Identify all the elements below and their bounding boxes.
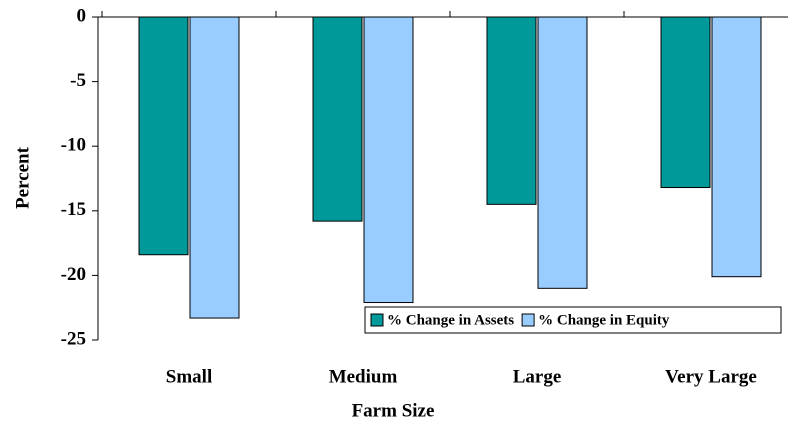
legend-swatch: [370, 313, 384, 327]
bar: [660, 16, 711, 189]
y-tick-label: 0: [77, 5, 87, 26]
legend-label: % Change in Assets: [387, 312, 514, 328]
bar: [363, 16, 414, 304]
bar: [138, 16, 189, 256]
x-axis-title: Farm Size: [352, 400, 435, 421]
y-tick-label: -20: [61, 264, 86, 285]
y-axis-title: Percent: [12, 146, 33, 209]
bar: [537, 16, 588, 289]
legend-box: [364, 306, 782, 334]
x-tick-label: Large: [513, 366, 562, 387]
y-tick-label: -15: [61, 199, 86, 220]
y-tick-label: -10: [61, 135, 86, 156]
bar: [486, 16, 537, 205]
legend-label: % Change in Equity: [538, 312, 670, 328]
bar: [711, 16, 762, 278]
y-tick-label: -5: [70, 70, 86, 91]
bar: [189, 16, 240, 319]
x-tick-label: Very Large: [665, 366, 757, 387]
y-tick-label: -25: [61, 328, 86, 349]
bar: [312, 16, 363, 222]
x-tick-label: Small: [166, 366, 212, 387]
x-tick-label: Medium: [329, 366, 398, 387]
legend-swatch: [521, 313, 535, 327]
